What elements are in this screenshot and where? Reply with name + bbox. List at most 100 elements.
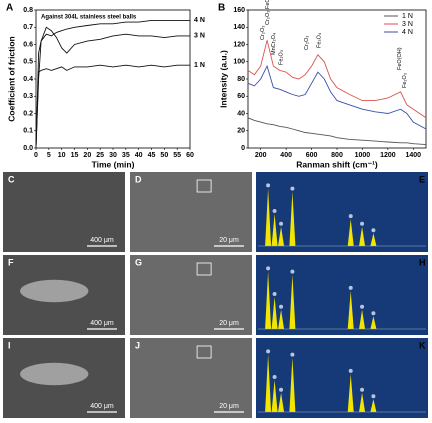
peak-marker: [272, 375, 277, 379]
zoom-box: [196, 345, 212, 359]
eds-peak: [359, 226, 366, 246]
panel-label: A: [6, 3, 13, 14]
eds-peak: [265, 188, 272, 246]
peak-marker: [348, 214, 353, 219]
wear-track: [20, 362, 89, 386]
peak-marker: [348, 285, 353, 290]
panel-label: G: [135, 257, 142, 267]
peak-label: Cr₂O₃ FeO(OH): [265, 0, 271, 25]
y-tick-label: 40: [237, 110, 245, 117]
peak-marker: [279, 387, 284, 392]
sem-image: [130, 172, 252, 252]
y-tick-label: 0.2: [23, 110, 33, 117]
y-tick-label: 120: [233, 41, 245, 48]
peak-marker: [266, 183, 271, 188]
eds-peak: [278, 309, 285, 329]
x-tick-label: 35: [122, 152, 130, 159]
peak-label: Fe₂O₃: [279, 50, 285, 65]
eds-peak: [359, 392, 366, 412]
eds-peak: [370, 399, 377, 412]
peak-marker: [266, 266, 271, 271]
y-tick-label: 0.1: [23, 128, 33, 135]
y-axis-label: Intensity (a.u.): [218, 50, 228, 108]
y-tick-label: 160: [233, 7, 245, 14]
zoom-box: [196, 179, 212, 193]
eds-peak: [271, 214, 278, 246]
legend-label: 3 N: [194, 33, 205, 40]
eds-spectrum: [256, 172, 428, 252]
peak-marker: [360, 304, 365, 309]
scale-bar-label: 20 μm: [219, 237, 239, 244]
scale-bar-label: 400 μm: [90, 237, 114, 244]
peak-label: Fe₃O₄: [317, 32, 323, 48]
y-tick-label: 140: [233, 24, 245, 31]
annotation: Against 304L stainless steel balls: [41, 15, 137, 21]
x-tick-label: 45: [148, 152, 156, 159]
plot-frame: [35, 9, 191, 149]
eds-peak: [347, 373, 354, 412]
peak-marker: [360, 387, 365, 392]
legend-label: 3 N: [402, 21, 413, 28]
series-line: [35, 19, 190, 149]
y-tick-label: 80: [237, 76, 245, 83]
x-tick-label: 1400: [405, 152, 421, 159]
panel-label: B: [218, 3, 225, 14]
plot-frame: [247, 9, 427, 149]
scale-bar-label: 20 μm: [219, 320, 239, 327]
wear-track: [20, 279, 89, 303]
legend-label: 1 N: [402, 13, 413, 20]
y-tick-label: 60: [237, 93, 245, 100]
y-axis-label: Coefficient of friction: [6, 36, 16, 121]
panel-label: F: [8, 257, 14, 267]
peak-marker: [348, 368, 353, 373]
series-line: [247, 64, 427, 130]
eds-peak: [370, 316, 377, 329]
x-tick-label: 0: [34, 152, 38, 159]
y-tick-label: 20: [237, 128, 245, 135]
sem-image: [3, 172, 125, 252]
peak-marker: [290, 352, 295, 357]
x-tick-label: 40: [135, 152, 143, 159]
peak-marker: [371, 394, 376, 399]
series-line: [247, 40, 427, 119]
peak-label: Cr₂O₃: [304, 36, 310, 50]
peak-marker: [360, 221, 365, 226]
y-tick-label: 0: [241, 145, 245, 152]
peak-marker: [371, 228, 376, 233]
eds-peak: [278, 392, 285, 412]
eds-peak: [370, 233, 377, 246]
x-tick-label: 25: [96, 152, 104, 159]
peak-marker: [290, 186, 295, 191]
peak-marker: [272, 292, 277, 296]
peak-marker: [290, 269, 295, 274]
x-tick-label: 400: [280, 152, 292, 159]
peak-label: FeO(OH): [397, 47, 403, 70]
panel-label: C: [8, 174, 15, 184]
x-tick-label: 55: [173, 152, 181, 159]
zoom-box: [196, 262, 212, 276]
y-tick-label: 0.7: [23, 24, 33, 31]
panel-label: J: [135, 340, 140, 350]
peak-marker: [371, 311, 376, 316]
y-tick-label: 0.8: [23, 7, 33, 14]
x-tick-label: 1200: [380, 152, 396, 159]
legend-label: 4 N: [402, 29, 413, 36]
eds-peak: [265, 354, 272, 412]
y-tick-label: 0.4: [23, 76, 33, 83]
eds-peak: [289, 191, 296, 246]
x-tick-label: 1000: [355, 152, 371, 159]
eds-peak: [271, 297, 278, 329]
scale-bar-label: 400 μm: [90, 403, 114, 410]
peak-label: Cr₂O₃: [260, 26, 266, 40]
x-axis-label: Ranman shift (cm⁻¹): [296, 159, 378, 169]
series-line: [35, 26, 190, 149]
panel-label: E: [419, 174, 425, 184]
eds-peak: [265, 271, 272, 329]
x-axis-label: Time (min): [92, 159, 135, 169]
panel-label: I: [8, 340, 11, 350]
x-tick-label: 30: [109, 152, 117, 159]
eds-peak: [289, 357, 296, 412]
y-tick-label: 0.6: [23, 41, 33, 48]
x-tick-label: 20: [83, 152, 91, 159]
